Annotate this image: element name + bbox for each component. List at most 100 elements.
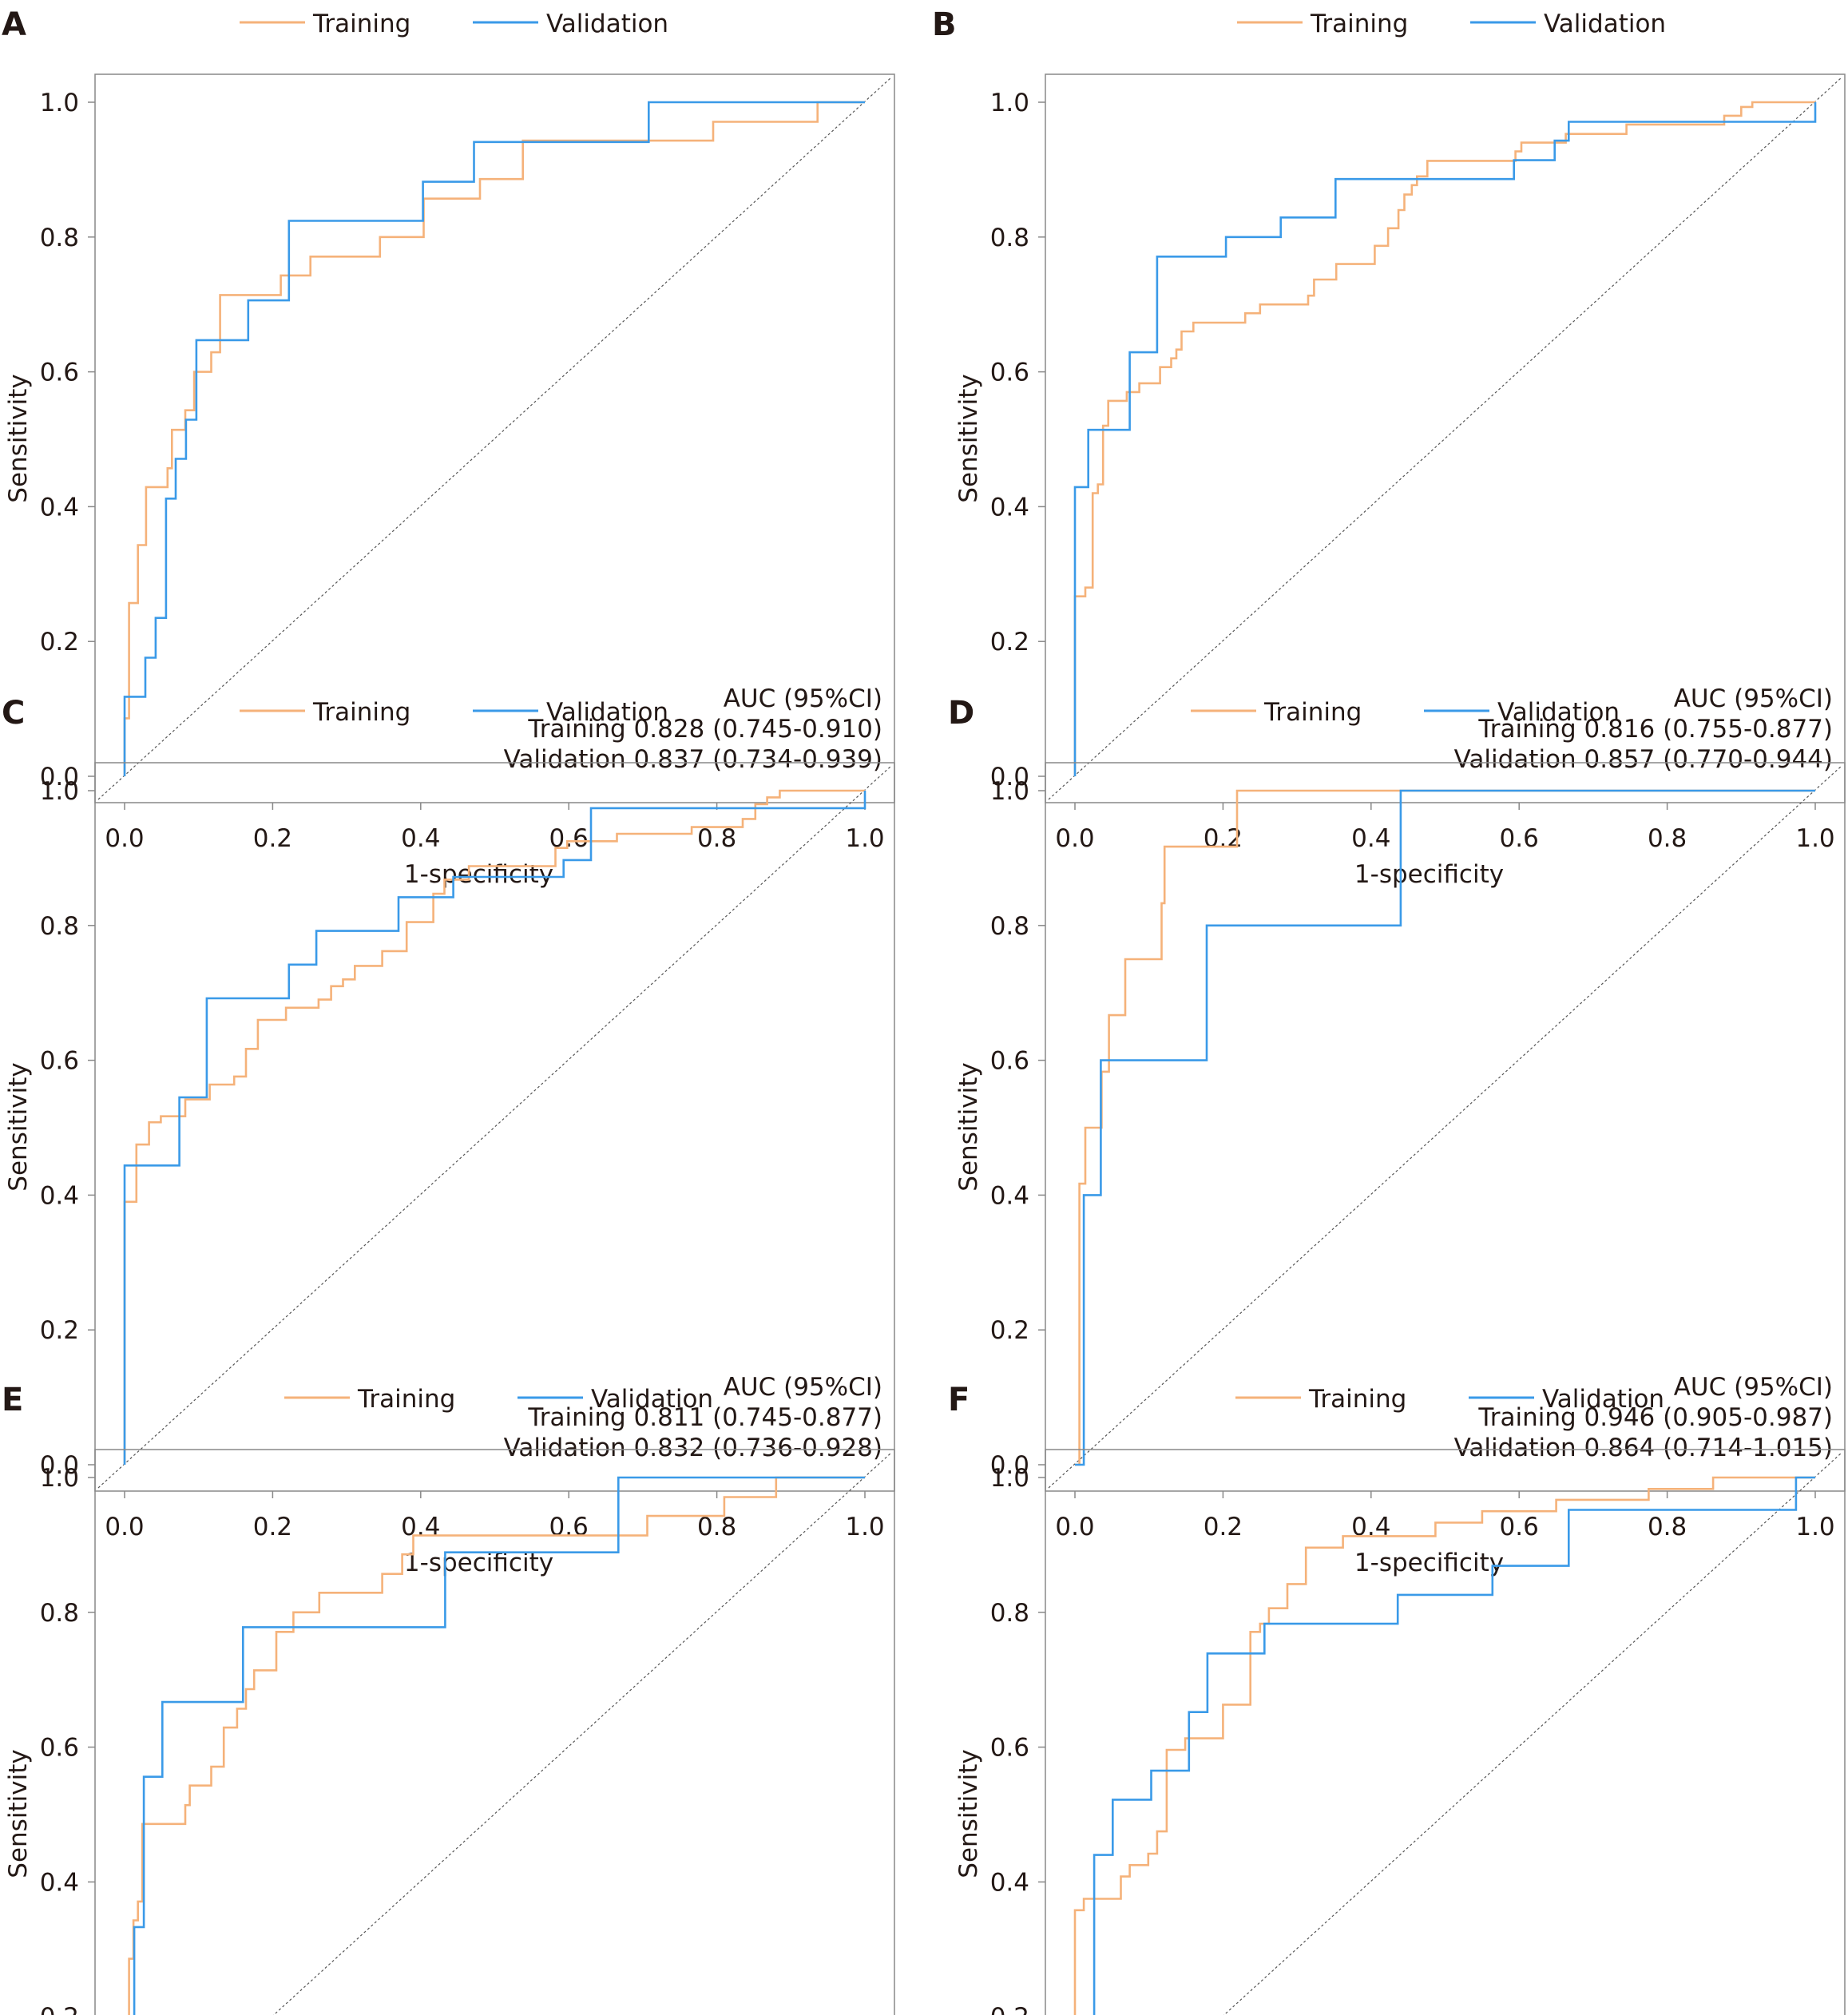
reference-diagonal (97, 765, 892, 1489)
legend: Training Validation (1235, 1385, 1664, 1414)
reference-diagonal (1223, 1452, 1842, 2015)
x-tick-label: 0.0 (105, 824, 144, 853)
y-tick-label: 0.6 (40, 1047, 79, 1076)
roc-curve-validation (1093, 1476, 1815, 2015)
y-tick-label: 1.0 (40, 777, 79, 806)
x-axis-label: 1-specificity (1354, 860, 1504, 889)
x-tick-label: 0.8 (697, 824, 736, 853)
legend-training-label: Training (1308, 1385, 1406, 1414)
roc-panel-e: ETrainingValidation0.00.20.40.60.81.00.0… (2, 1382, 895, 2015)
y-axis-label: Sensitivity (4, 374, 33, 502)
x-tick-label: 0.2 (253, 824, 292, 853)
roc-curve-validation (133, 1476, 865, 2015)
x-tick-label: 0.2 (1204, 1513, 1243, 1541)
x-axis-label: 1-specificity (1354, 1549, 1504, 1577)
auc-validation: Validation 0.857 (0.770-0.944) (1454, 745, 1833, 774)
y-tick-label: 0.4 (990, 493, 1029, 522)
auc-validation: Validation 0.832 (0.736-0.928) (504, 1434, 882, 1462)
plot-frame (94, 762, 895, 1492)
plot-frame (1045, 762, 1846, 1492)
x-tick-label: 0.4 (401, 824, 440, 853)
y-tick-label: 0.6 (40, 359, 79, 387)
legend-training-label: Training (357, 1385, 455, 1414)
x-tick-label: 1.0 (1795, 824, 1834, 853)
y-tick-label: 0.0 (990, 1451, 1029, 1480)
roc-curve-validation (123, 791, 866, 1465)
y-tick-label: 0.4 (40, 1181, 79, 1210)
x-tick-label: 0.4 (1351, 824, 1390, 853)
y-tick-label: 1.0 (990, 777, 1029, 806)
y-tick-label: 0.8 (990, 224, 1029, 252)
roc-curve-validation (1073, 102, 1817, 776)
x-tick-label: 0.0 (105, 1513, 144, 1541)
reference-diagonal (272, 1452, 892, 2015)
y-tick-label: 0.8 (40, 912, 79, 941)
x-tick-label: 1.0 (845, 1513, 884, 1541)
plot-frame (94, 73, 895, 803)
auc-header: AUC (95%CI) (724, 1373, 882, 1402)
x-tick-label: 0.0 (1055, 824, 1094, 853)
legend-training-label: Training (312, 10, 410, 38)
reference-diagonal (97, 77, 892, 800)
y-tick-label: 0.8 (990, 1599, 1029, 1628)
x-tick-label: 1.0 (845, 824, 884, 853)
legend-validation-label: Validation (591, 1385, 713, 1414)
roc-curve-training (123, 789, 865, 1465)
auc-training: Training 0.811 (0.745-0.877) (527, 1403, 882, 1432)
y-tick-label: 0.0 (40, 763, 79, 791)
y-tick-label: 0.8 (40, 224, 79, 252)
auc-header: AUC (95%CI) (724, 684, 882, 713)
y-tick-label: 0.6 (990, 1047, 1029, 1076)
y-axis-label: Sensitivity (4, 1749, 33, 1878)
roc-curve-training (128, 1476, 865, 2015)
legend-validation-label: Validation (1542, 1385, 1664, 1414)
x-tick-label: 0.6 (549, 1513, 589, 1541)
legend: Training Validation (240, 10, 668, 38)
roc-curve-training (1075, 789, 1815, 1466)
y-tick-label: 1.0 (40, 1464, 79, 1493)
y-axis-label: Sensitivity (954, 374, 983, 502)
y-tick-label: 0.2 (990, 628, 1029, 656)
y-tick-label: 0.4 (990, 1868, 1029, 1897)
legend: Training Validation (1191, 698, 1620, 727)
y-tick-label: 0.6 (990, 359, 1029, 387)
y-tick-label: 0.8 (990, 912, 1029, 941)
y-tick-label: 0.2 (990, 1316, 1029, 1345)
roc-curve-training (1073, 101, 1815, 776)
plot-frame (1045, 73, 1846, 803)
plot-frame (1045, 1449, 1846, 2015)
auc-header: AUC (95%CI) (1674, 684, 1833, 713)
y-axis-label: Sensitivity (954, 1749, 983, 1878)
legend-training-label: Training (1263, 698, 1362, 727)
x-tick-label: 0.8 (697, 1513, 736, 1541)
y-tick-label: 0.2 (40, 628, 79, 656)
roc-curve-validation (123, 101, 865, 776)
legend: Training Validation (284, 1385, 713, 1414)
y-tick-label: 0.4 (990, 1181, 1029, 1210)
legend: Training Validation (240, 698, 668, 727)
panel-label: F (948, 1382, 970, 1418)
roc-curve-training (123, 101, 865, 776)
auc-training: Training 0.828 (0.745-0.910) (527, 715, 882, 744)
panel-label: B (932, 6, 957, 43)
x-tick-label: 0.8 (1648, 824, 1687, 853)
x-tick-label: 1.0 (1795, 1513, 1834, 1541)
legend-validation-label: Validation (1544, 10, 1666, 38)
y-axis-label: Sensitivity (4, 1062, 33, 1191)
x-tick-label: 0.4 (401, 1513, 440, 1541)
roc-curve-training (1073, 1476, 1815, 2015)
legend-training-label: Training (1310, 10, 1408, 38)
plot-frame (94, 1449, 895, 2015)
legend: Training Validation (1237, 10, 1666, 38)
y-tick-label: 0.2 (40, 1316, 79, 1345)
y-tick-label: 0.2 (990, 2003, 1029, 2015)
roc-curve-validation (1075, 789, 1815, 1466)
y-tick-label: 0.6 (990, 1734, 1029, 1763)
reference-diagonal (1048, 765, 1842, 1489)
x-tick-label: 0.8 (1648, 1513, 1687, 1541)
x-axis-label: 1-specificity (404, 860, 553, 889)
